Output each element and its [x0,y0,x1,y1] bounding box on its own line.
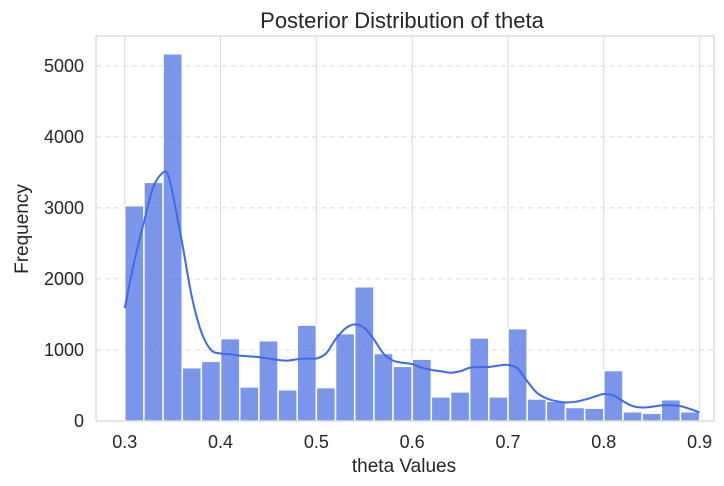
histogram-bar [583,407,605,422]
histogram-bar [373,352,394,422]
histogram-bar [526,398,548,422]
x-tick-label: 0.5 [304,432,329,452]
histogram-bar [353,285,375,422]
histogram-bar [162,53,183,422]
y-tick-label: 0 [74,411,84,431]
histogram-bar [219,337,241,422]
histogram-bar [258,339,279,422]
histogram-bar [277,388,298,422]
x-tick-label: 0.3 [112,432,137,452]
histogram-bar [641,412,663,422]
x-tick-label: 0.7 [495,432,520,452]
histogram-bar [660,398,682,422]
histogram-bar [545,400,567,422]
y-tick-label: 1000 [44,340,84,360]
histogram-bar [679,411,701,422]
y-tick-label: 5000 [44,56,84,76]
histogram-bar [622,411,643,422]
y-tick-label: 3000 [44,198,84,218]
chart-title: Posterior Distribution of theta [260,8,544,33]
x-tick-label: 0.6 [400,432,425,452]
histogram-bar [507,327,528,422]
histogram-bar [181,366,203,422]
histogram-bar [143,181,164,422]
histogram-bars [123,53,701,422]
histogram-bar [449,391,471,422]
x-axis-ticks: 0.3 0.4 0.5 0.6 0.7 0.8 0.9 [112,432,712,452]
plot-frame [95,35,715,422]
y-tick-label: 2000 [44,269,84,289]
y-axis-label: Frequency [12,184,33,274]
histogram-bar [468,337,490,422]
histogram-bar [564,406,586,422]
x-tick-label: 0.9 [687,432,712,452]
y-axis-ticks: 0 1000 2000 3000 4000 5000 [44,56,84,431]
histogram-bar [430,396,452,422]
x-tick-label: 0.4 [208,432,233,452]
x-axis-label: theta Values [352,456,456,477]
histogram-bar [488,396,509,422]
histogram-bar [334,332,356,422]
histogram-bar [238,386,260,422]
histogram-bar [392,365,413,422]
histogram-bar [123,205,145,422]
x-tick-label: 0.8 [591,432,616,452]
histogram-bar [296,324,318,422]
kde-curve [123,170,700,414]
histogram-bar [315,386,337,422]
y-tick-label: 4000 [44,127,84,147]
histogram-bar [200,360,222,422]
